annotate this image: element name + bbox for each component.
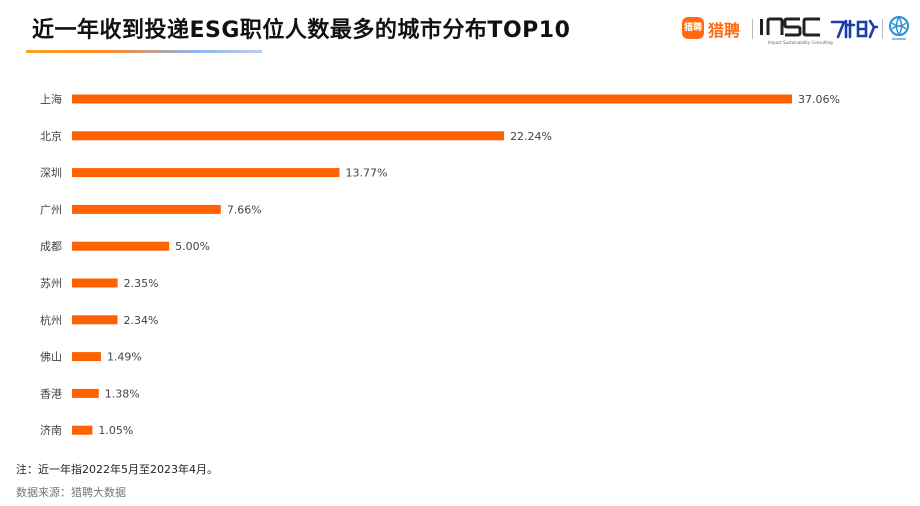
value-label: 7.66% <box>227 203 262 216</box>
bar <box>72 315 118 325</box>
category-label: 香港 <box>40 387 62 400</box>
category-label: 苏州 <box>40 277 62 290</box>
logo-bar: 猎聘 猎聘 Impact Sustainability Consulting <box>680 12 912 46</box>
value-label: 13.77% <box>346 167 388 180</box>
category-label: 济南 <box>40 423 62 437</box>
category-label: 上海 <box>40 92 62 106</box>
bar <box>72 241 170 251</box>
value-label: 1.49% <box>107 351 142 364</box>
sphere-logo-icon <box>888 15 910 47</box>
liepin-logo-icon: 猎聘 <box>682 17 704 39</box>
value-label: 1.05% <box>98 424 133 437</box>
bar <box>72 94 792 104</box>
footnote: 注：近一年指2022年5月至2023年4月。 <box>16 463 218 476</box>
chart-title: 近一年收到投递ESG职位人数最多的城市分布TOP10 <box>32 18 571 43</box>
diyi-caijing-logo-icon <box>830 17 879 45</box>
insc-logo-subtitle: Impact Sustainability Consulting <box>768 40 833 45</box>
bar <box>72 278 118 288</box>
value-label: 2.34% <box>123 314 158 327</box>
value-label: 1.38% <box>105 387 140 400</box>
logo-divider <box>752 19 753 39</box>
bar-chart: 上海 37.06% 北京 22.24% 深圳 13.77% 广州 7.66% 成都 5.00% 苏州… <box>40 92 840 437</box>
category-label: 杭州 <box>40 313 62 327</box>
insc-logo-icon <box>760 16 822 42</box>
bar <box>72 204 221 214</box>
category-label: 深圳 <box>40 167 62 180</box>
bar <box>72 131 505 141</box>
value-label: 22.24% <box>510 130 552 143</box>
bar <box>72 425 93 435</box>
value-label: 37.06% <box>798 93 840 106</box>
category-label: 北京 <box>40 129 62 143</box>
category-label: 广州 <box>40 203 62 216</box>
value-label: 2.35% <box>124 277 159 290</box>
category-label: 佛山 <box>40 351 62 364</box>
liepin-logo-text: 猎聘 <box>708 21 741 40</box>
data-source: 数据来源：猎聘大数据 <box>16 486 126 499</box>
bar <box>72 388 99 398</box>
bar <box>72 168 340 178</box>
logo-divider <box>882 19 883 39</box>
title-underline <box>26 50 262 53</box>
bar <box>72 352 101 362</box>
value-label: 5.00% <box>175 240 210 253</box>
category-label: 成都 <box>40 240 62 253</box>
